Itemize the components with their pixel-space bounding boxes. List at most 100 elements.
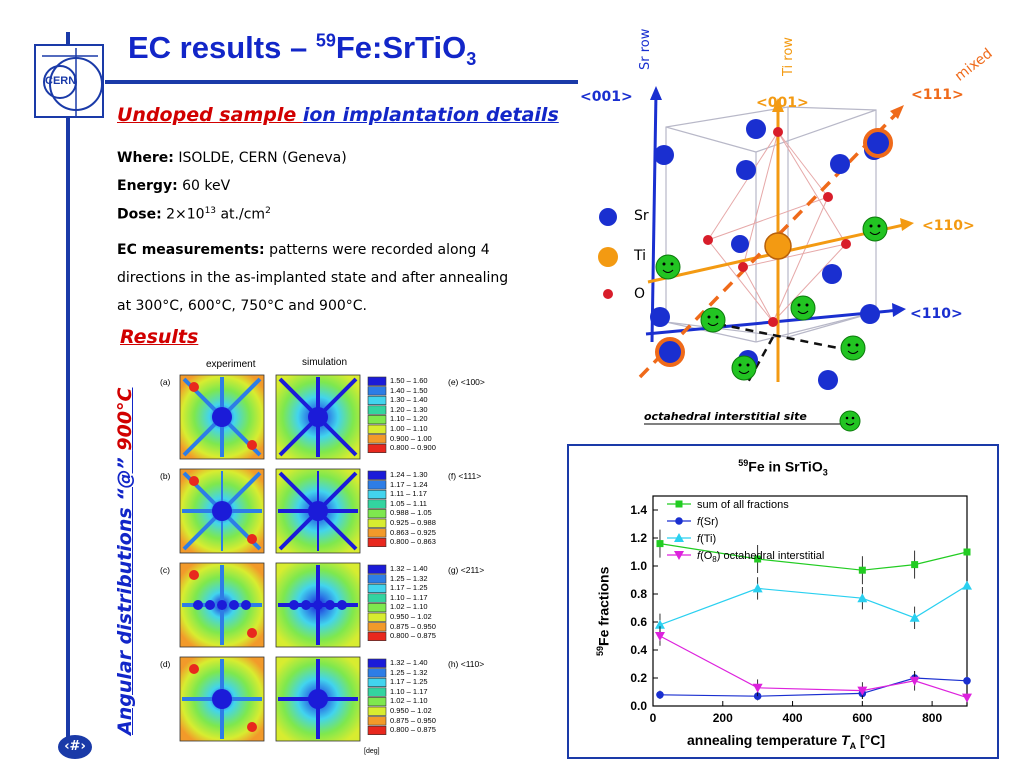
chart-xlabel-unit: [°C] — [856, 732, 886, 748]
legend-range: 1.40 – 1.50 — [390, 385, 428, 395]
series-line-2 — [659, 585, 968, 626]
legend-swatch — [367, 480, 387, 490]
dose-value: 2×10 — [161, 206, 205, 223]
map-hotspot — [189, 664, 199, 674]
legend-label: sum of all fractions — [697, 499, 789, 511]
legend-range: 0.900 – 1.00 — [390, 433, 432, 443]
chart-xlabel: annealing temperature TA [°C] — [687, 732, 885, 751]
y-tick-label: 0.2 — [630, 671, 647, 685]
dose-unit-exp: 2 — [265, 206, 271, 216]
legend-swatch — [367, 395, 387, 406]
deg-unit: [deg] — [364, 748, 380, 755]
chart-title-sub: 3 — [822, 467, 828, 478]
map-center — [308, 501, 328, 521]
legend-swatch — [367, 405, 387, 415]
legend-swatch — [367, 434, 387, 444]
map-spot — [229, 600, 239, 610]
panel-maps — [179, 374, 387, 742]
legend-o-label: O — [634, 286, 646, 302]
x-tick-label: 0 — [650, 711, 657, 725]
chart-xlabel-sub: A — [849, 740, 857, 751]
arrowhead-110-orange — [900, 218, 914, 231]
data-point — [754, 555, 762, 563]
data-point — [962, 580, 972, 590]
legend-range: 1.20 – 1.30 — [390, 404, 428, 414]
arrowhead-001-blue — [650, 86, 662, 100]
octa-dash-1 — [717, 322, 839, 350]
legend-range: 1.00 – 1.10 — [390, 424, 428, 433]
data-point — [909, 612, 920, 622]
panel-label: (b) — [160, 471, 171, 481]
data-point — [656, 691, 664, 699]
data-point — [911, 561, 919, 569]
y-tick-label: 0.8 — [630, 587, 647, 601]
legend-swatch — [367, 593, 387, 603]
ec-line1: patterns were recorded along 4 — [264, 242, 490, 258]
series-line-3 — [659, 635, 968, 699]
map-spot — [289, 600, 299, 610]
data-point — [752, 583, 763, 593]
subtitle-part1: Undoped sample — [117, 104, 303, 126]
legend-label: f(O8) octahedral interstitial — [697, 550, 824, 564]
y-tick-label: 0.0 — [630, 699, 647, 713]
x-tick-label: 800 — [922, 711, 942, 725]
legend-swatch — [367, 518, 387, 528]
sr-atom-mixed-2 — [863, 128, 893, 158]
panel-label: (c) — [160, 565, 170, 575]
legend-range: 0.950 – 1.02 — [390, 612, 432, 621]
legend-swatch — [367, 443, 387, 453]
legend-swatch — [367, 376, 387, 386]
octahedral-site-smileys — [655, 216, 888, 432]
map-hotspot — [247, 628, 257, 638]
legend-range: 1.25 – 1.32 — [390, 573, 428, 583]
legend-sr-label: Sr — [634, 208, 649, 224]
chart-xlabel-text: annealing temperature — [687, 732, 842, 748]
where-value: ISOLDE, CERN (Geneva) — [173, 150, 347, 166]
map-hotspot — [247, 440, 257, 450]
page-title: EC results – 59Fe:SrTiO3 — [128, 30, 476, 70]
plot-area — [652, 495, 968, 707]
col-simulation-label: simulation — [302, 357, 348, 368]
panel-label: (a) — [160, 377, 171, 387]
legend-range: 1.02 – 1.10 — [390, 696, 428, 706]
data-point — [962, 693, 972, 703]
legend-swatch — [367, 470, 387, 480]
crystal-structure — [598, 86, 914, 432]
arrowhead-110-blue — [892, 303, 906, 317]
legend-range: 1.02 – 1.10 — [390, 602, 428, 612]
page-number-badge: ‹#› — [58, 735, 92, 759]
map-center — [308, 407, 328, 427]
map-spot — [241, 600, 251, 610]
ti-row-label: Ti row — [781, 37, 796, 76]
y-tick-label: 1.0 — [630, 559, 647, 573]
y-tick-label: 0.4 — [630, 643, 647, 657]
cern-logo-text: CERN — [45, 75, 77, 87]
vertical-label-part1: Angular distributions “@” — [114, 450, 136, 735]
dir-001-orange: <001> — [756, 95, 809, 111]
panel-grid: experiment simulation [deg] (a) (e) <100>… — [150, 355, 540, 760]
energy-value: 60 keV — [177, 178, 231, 194]
legend-swatch — [367, 574, 387, 584]
y-tick-label: 1.2 — [630, 531, 647, 545]
map-spot — [301, 600, 311, 610]
legend-range: 0.863 – 0.925 — [390, 527, 436, 537]
data-point — [858, 566, 866, 574]
data-point — [674, 551, 684, 560]
map-hotspot — [247, 534, 257, 544]
data-point — [656, 540, 664, 548]
data-point — [752, 683, 763, 693]
map-hotspot — [189, 382, 199, 392]
map-center — [212, 501, 232, 521]
legend-swatch — [367, 489, 387, 499]
legend-ti-label: Ti — [634, 248, 647, 264]
legend-swatch — [367, 386, 387, 396]
ec-label: EC measurements: — [117, 242, 265, 258]
dir-110-orange: <110> — [922, 218, 975, 234]
legend-range: 1.30 – 1.40 — [390, 395, 428, 405]
series-line-1 — [659, 677, 968, 697]
map-center — [212, 407, 232, 427]
panel-direction: (h) <110> — [448, 659, 485, 669]
dose-unit: at./cm — [216, 206, 266, 223]
legend-swatch — [367, 603, 387, 613]
o-atoms — [703, 127, 851, 327]
